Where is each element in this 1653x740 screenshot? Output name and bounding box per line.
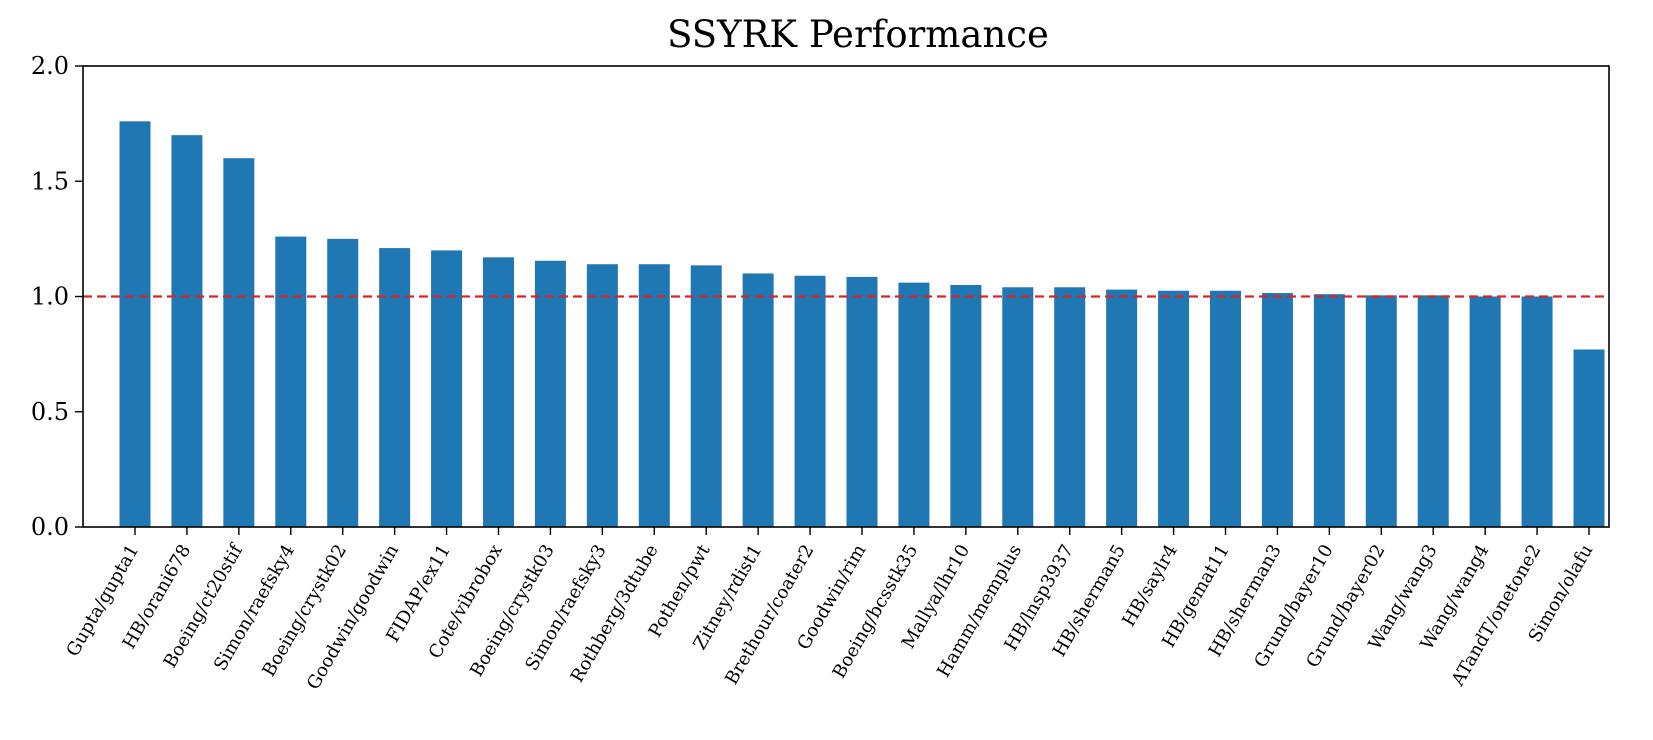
- bar-gupta-gupta1: [119, 121, 151, 527]
- bar-goodwin-goodwin: [379, 248, 411, 527]
- y-tick-label: 0.0: [31, 513, 69, 541]
- bar-wang-wang3: [1417, 295, 1449, 527]
- bar-boeing-crystk03: [534, 260, 566, 527]
- bar-hb-gemat11: [1210, 290, 1241, 527]
- bar-atandt-onetone2: [1521, 296, 1553, 527]
- bar-fidap-ex11: [431, 250, 463, 527]
- chart-title: SSYRK Performance: [667, 13, 1049, 56]
- bar-cote-vibrobox: [483, 257, 514, 527]
- bar-boeing-crystk02: [327, 238, 359, 528]
- bar-boeing-ct20stif: [223, 158, 255, 527]
- y-tick-label: 1.5: [31, 167, 69, 195]
- bar-grund-bayer10: [1313, 294, 1345, 527]
- bar-simon-raefsky4: [275, 236, 307, 527]
- y-axis: 0.0 0.5 1.0 1.5 2.0: [31, 52, 83, 541]
- bar-hb-sherman3: [1261, 293, 1293, 527]
- bar-wang-wang4: [1469, 296, 1501, 527]
- bar-hb-sherman5: [1106, 289, 1138, 527]
- bar-zitney-rdist1: [742, 273, 774, 527]
- y-tick-label: 1.0: [31, 283, 69, 311]
- x-tick-label: Goodwin/goodwin: [303, 541, 403, 694]
- plot-frame: [82, 65, 1610, 528]
- bar-brethour-coater2: [794, 275, 826, 527]
- x-axis: Gupta/gupta1HB/orani678Boeing/ct20stifSi…: [62, 527, 1597, 693]
- bar-simon-raefsky3: [586, 264, 618, 527]
- bar-boeing-bcsstk35: [898, 282, 930, 527]
- y-tick-label: 0.5: [31, 398, 69, 426]
- bar-pothen-pwt: [690, 265, 722, 527]
- bar-goodwin-rim: [846, 276, 878, 527]
- y-tick-label: 2.0: [31, 52, 69, 80]
- bar-hb-saylr4: [1158, 290, 1190, 527]
- bar-hamm-memplus: [1002, 287, 1034, 527]
- bars-group: [119, 121, 1605, 528]
- bar-rothberg-3dtube: [638, 264, 670, 527]
- bar-grund-bayer02: [1365, 295, 1397, 527]
- bar-hb-lnsp3937: [1054, 287, 1086, 527]
- bar-hb-orani678: [171, 135, 203, 527]
- bar-simon-olafu: [1573, 349, 1605, 527]
- bar-mallya-lhr10: [950, 284, 982, 527]
